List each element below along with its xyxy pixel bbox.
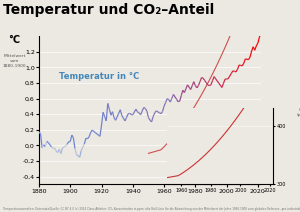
- Text: Temperatur in °C: Temperatur in °C: [59, 72, 139, 81]
- Text: °C: °C: [8, 35, 21, 45]
- Text: Temperaturanomalien: Datensatz/Quelle: CC BY 4.0 (c) 2024 Claus Ableiter. CO₂-Ko: Temperaturanomalien: Datensatz/Quelle: C…: [3, 207, 300, 211]
- Text: CO₂: CO₂: [202, 144, 218, 153]
- Text: Temperatur und CO₂–Anteil: Temperatur und CO₂–Anteil: [3, 3, 214, 17]
- Text: CO₂
(ppm): CO₂ (ppm): [296, 108, 300, 117]
- Text: Mittelwert
vom
1880-1900: Mittelwert vom 1880-1900: [3, 54, 26, 68]
